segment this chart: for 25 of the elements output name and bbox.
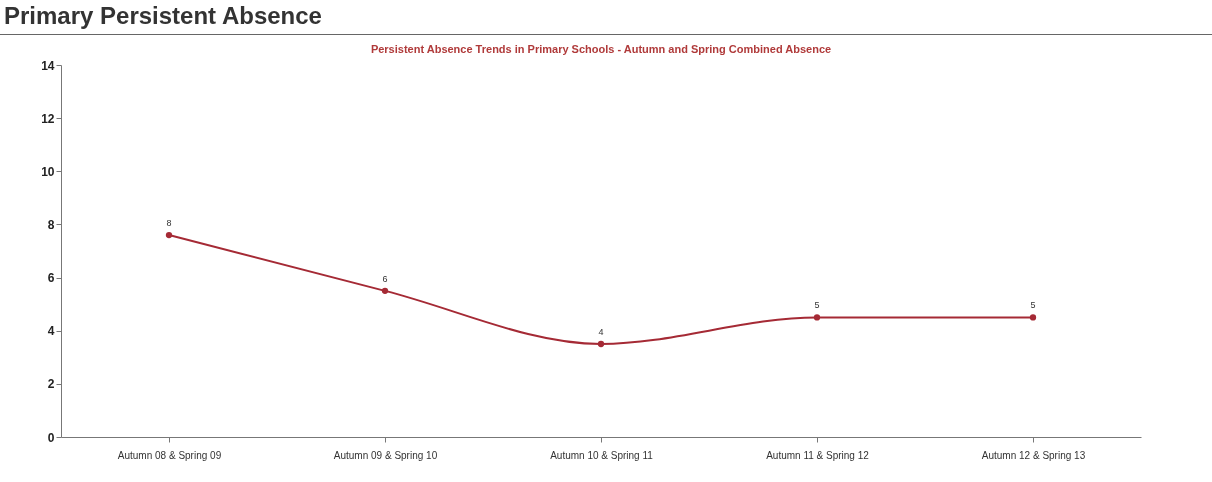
point bbox=[165, 231, 173, 239]
point bbox=[1029, 314, 1037, 321]
chart-title: Primary Persistent Absence bbox=[0, 0, 1212, 35]
x-tick-label: Autumn 12 & Spring 13 bbox=[981, 449, 1086, 461]
data-label: 4 bbox=[598, 327, 604, 337]
data-label: 5 bbox=[814, 300, 820, 311]
point bbox=[597, 340, 605, 348]
y-tick-label: 14 bbox=[41, 58, 55, 73]
y-tick-label: 4 bbox=[47, 324, 55, 339]
data-label: 6 bbox=[382, 273, 388, 284]
x-tick-label: Autumn 11 & Spring 12 bbox=[766, 449, 870, 461]
y-tick-label: 8 bbox=[47, 217, 55, 232]
chart-subtitle: Persistent Absence Trends in Primary Schools - Autumn and Spring Combined Absence bbox=[370, 43, 832, 55]
point bbox=[381, 287, 389, 295]
y-tick-label: 2 bbox=[47, 377, 55, 392]
y-tick-label: 0 bbox=[47, 430, 55, 445]
x-tick-label: Autumn 09 & Spring 10 bbox=[333, 449, 438, 461]
x-tick-label: Autumn 10 & Spring 11 bbox=[550, 449, 654, 461]
y-tick-label: 10 bbox=[41, 164, 55, 179]
y-tick-label: 12 bbox=[41, 111, 55, 126]
point bbox=[813, 314, 821, 321]
x-tick-label: Autumn 08 & Spring 09 bbox=[117, 449, 222, 461]
y-tick-label: 6 bbox=[47, 271, 55, 286]
data-label: 8 bbox=[166, 218, 172, 229]
data-label: 5 bbox=[1030, 300, 1036, 311]
